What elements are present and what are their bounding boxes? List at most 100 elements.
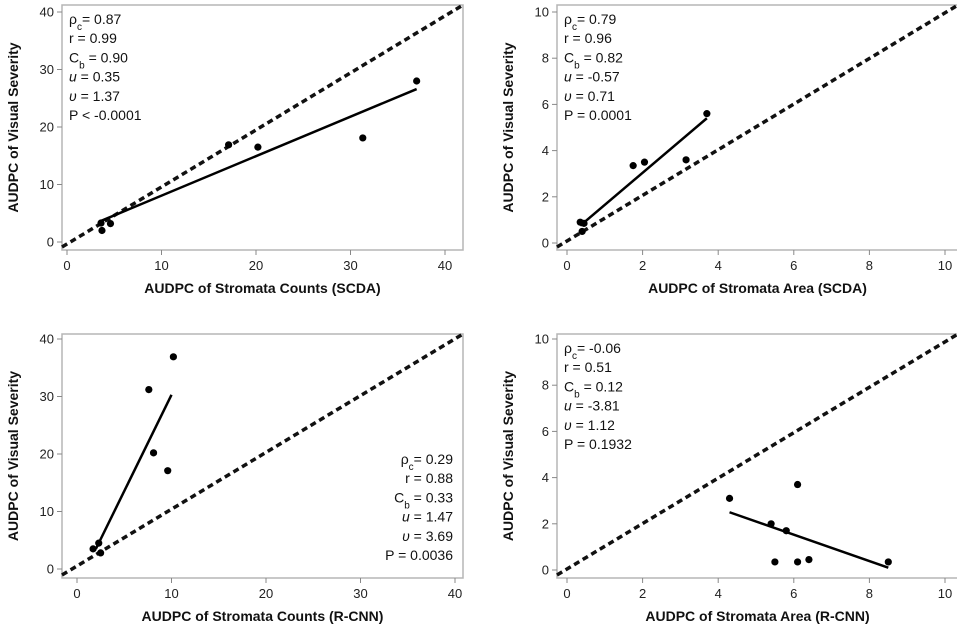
x-tick-label: 4 <box>715 258 722 273</box>
y-tick-label: 8 <box>542 378 549 393</box>
y-tick-label: 40 <box>40 332 54 347</box>
regression-line <box>99 87 418 223</box>
data-point <box>629 162 637 170</box>
data-point <box>169 353 177 361</box>
data-point <box>793 480 802 489</box>
data-point <box>89 545 97 553</box>
y-tick-label: 10 <box>535 332 549 347</box>
stat-cb: Cb = 0.82 <box>564 49 623 71</box>
data-point <box>164 467 172 475</box>
stat-u: u = 1.47 <box>402 509 453 525</box>
x-tick-label: 0 <box>73 586 80 601</box>
data-point <box>640 158 649 166</box>
x-tick-label: 0 <box>63 258 70 273</box>
stat-v: υ = 0.71 <box>564 88 615 104</box>
x-tick-label: 20 <box>249 258 263 273</box>
y-tick-label: 4 <box>542 470 549 485</box>
data-point <box>771 558 779 566</box>
stat-cb: Cb = 0.12 <box>564 378 623 400</box>
stat-cb: Cb = 0.90 <box>69 49 128 71</box>
data-point <box>97 549 105 557</box>
y-tick-label: 20 <box>40 120 54 135</box>
stat-p: P = 0.1932 <box>564 436 632 452</box>
x-tick-label: 10 <box>938 258 952 273</box>
stat-rho-c: ρc= -0.06 <box>564 340 621 362</box>
chart-panel-4: 0 2 4 6 8 10 0 2 4 6 8 10 AUDPC of Stromata Area (R-… <box>500 332 957 624</box>
data-point <box>793 558 802 566</box>
y-tick-label: 10 <box>535 5 549 20</box>
x-tick-label: 30 <box>343 258 357 273</box>
stat-rho-c: ρc= 0.79 <box>564 11 616 33</box>
y-tick-label: 20 <box>40 447 54 462</box>
data-point <box>725 494 734 502</box>
data-point <box>413 77 421 85</box>
y-tick-label: 0 <box>47 235 54 250</box>
y-tick-label: 0 <box>542 236 549 251</box>
regression-line <box>94 394 173 550</box>
data-point <box>580 219 588 227</box>
y-axis-title: AUDPC of Visual Severity <box>500 371 516 541</box>
x-tick-label: 10 <box>938 586 952 601</box>
data-point <box>884 558 892 566</box>
chart-panel-1: 0 10 20 30 40 0 10 20 30 40 AUDPC of Stromata Coun… <box>5 3 464 296</box>
data-point <box>98 226 106 235</box>
stat-u: u = 0.35 <box>69 69 120 85</box>
stat-u: u = -3.81 <box>564 398 620 414</box>
x-tick-label: 40 <box>438 258 452 273</box>
data-point <box>359 134 367 142</box>
x-tick-label: 6 <box>790 258 797 273</box>
data-point <box>145 386 153 394</box>
y-tick-label: 10 <box>40 504 54 519</box>
x-tick-label: 0 <box>563 258 570 273</box>
stat-r: r = 0.99 <box>69 30 117 46</box>
y-tick-label: 30 <box>40 62 54 77</box>
chart-panel-3: 0 10 20 30 40 0 10 20 30 40 AUDPC of Stromata Coun… <box>5 332 464 624</box>
y-tick-label: 0 <box>542 563 549 578</box>
stats-annotation: ρc= 0.29r = 0.88 Cb = 0.33u = 1.47 υ = 3.6… <box>385 451 453 563</box>
x-tick-label: 8 <box>866 586 873 601</box>
chart-panel-2: 0 2 4 6 8 10 0 2 4 6 8 10 AUDPC of Stromata Area (SC… <box>500 3 957 296</box>
stats-annotation: ρc= 0.79r = 0.96 Cb = 0.82u = -0.57 υ = 0.… <box>564 11 632 123</box>
y-tick-label: 30 <box>40 389 54 404</box>
y-tick-label: 40 <box>40 5 54 20</box>
identity-line <box>556 3 957 249</box>
y-tick-label: 6 <box>542 97 549 112</box>
x-tick-label: 2 <box>639 258 646 273</box>
stat-v: υ = 1.37 <box>69 88 120 104</box>
y-tick-label: 10 <box>40 177 54 192</box>
x-tick-label: 40 <box>448 586 462 601</box>
x-tick-label: 8 <box>866 258 873 273</box>
identity-line <box>556 332 957 577</box>
data-point <box>578 227 586 236</box>
data-point <box>805 556 813 564</box>
x-tick-label: 0 <box>563 586 570 601</box>
data-point <box>97 219 105 227</box>
x-tick-label: 2 <box>639 586 646 601</box>
stat-u: u = -0.57 <box>564 69 620 85</box>
data-point <box>767 520 775 528</box>
y-tick-label: 2 <box>542 516 549 531</box>
data-point <box>149 449 158 457</box>
x-axis-title: AUDPC of Stromata Counts (SCDA) <box>144 280 380 296</box>
stat-rho-c: ρc= 0.29 <box>401 451 453 473</box>
stat-v: υ = 3.69 <box>402 528 453 544</box>
data-point <box>95 539 103 547</box>
data-point <box>106 220 115 228</box>
y-tick-label: 8 <box>542 51 549 66</box>
y-axis-title: AUDPC of Visual Severity <box>5 371 21 541</box>
y-tick-label: 2 <box>542 189 549 204</box>
y-tick-label: 6 <box>542 424 549 439</box>
y-tick-label: 0 <box>47 562 54 577</box>
data-point <box>682 156 690 164</box>
stat-p: P = 0.0001 <box>564 107 632 123</box>
x-tick-label: 4 <box>715 586 722 601</box>
stats-annotation: ρc= 0.87r = 0.99 Cb = 0.90u = 0.35 υ = 1.3… <box>69 11 142 123</box>
x-axis-title: AUDPC of Stromata Area (R-CNN) <box>645 608 869 624</box>
regression-line <box>579 117 708 227</box>
data-point <box>703 110 711 118</box>
stat-r: r = 0.51 <box>564 359 612 375</box>
x-axis-title: AUDPC of Stromata Counts (R-CNN) <box>142 608 384 624</box>
y-axis-title: AUDPC of Visual Severity <box>500 42 516 212</box>
x-tick-label: 10 <box>164 586 178 601</box>
x-axis-title: AUDPC of Stromata Area (SCDA) <box>648 280 867 296</box>
